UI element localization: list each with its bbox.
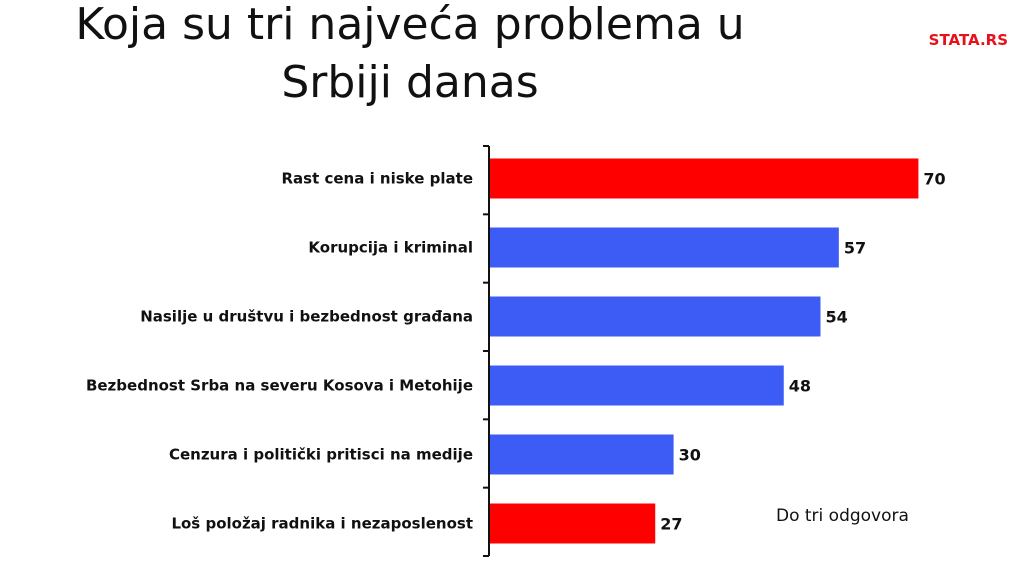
chart-title: Koja su tri najveća problema u Srbiji da…: [75, 0, 745, 108]
category-label: Bezbednost Srba na severu Kosova i Metoh…: [86, 377, 473, 395]
bar: [490, 158, 919, 199]
data-label: 48: [789, 377, 811, 396]
bar: [490, 365, 784, 406]
category-label: Cenzura i politički pritisci na medije: [169, 446, 473, 464]
response-note: Do tri odgovora: [776, 506, 909, 526]
value-labels: 70 57 54 48 30 27: [660, 170, 945, 534]
bar: [490, 503, 656, 544]
data-label: 54: [825, 308, 847, 327]
data-label: 70: [923, 170, 945, 189]
y-axis: [483, 145, 490, 557]
category-labels: Rast cena i niske plate Korupcija i krimi…: [86, 170, 473, 533]
data-label: 57: [844, 239, 866, 258]
data-label: 27: [660, 515, 682, 534]
category-label: Loš položaj radnika i nezaposlenost: [171, 515, 473, 533]
category-label: Nasilje u društvu i bezbednost građana: [140, 308, 473, 326]
category-label: Rast cena i niske plate: [281, 170, 473, 188]
category-label: Korupcija i kriminal: [308, 239, 473, 257]
bar: [490, 434, 674, 475]
bars: [490, 158, 919, 544]
bar: [490, 296, 821, 337]
brand-logo-text: STATA.RS: [928, 31, 1008, 49]
bar: [490, 227, 839, 268]
data-label: 30: [679, 446, 701, 465]
